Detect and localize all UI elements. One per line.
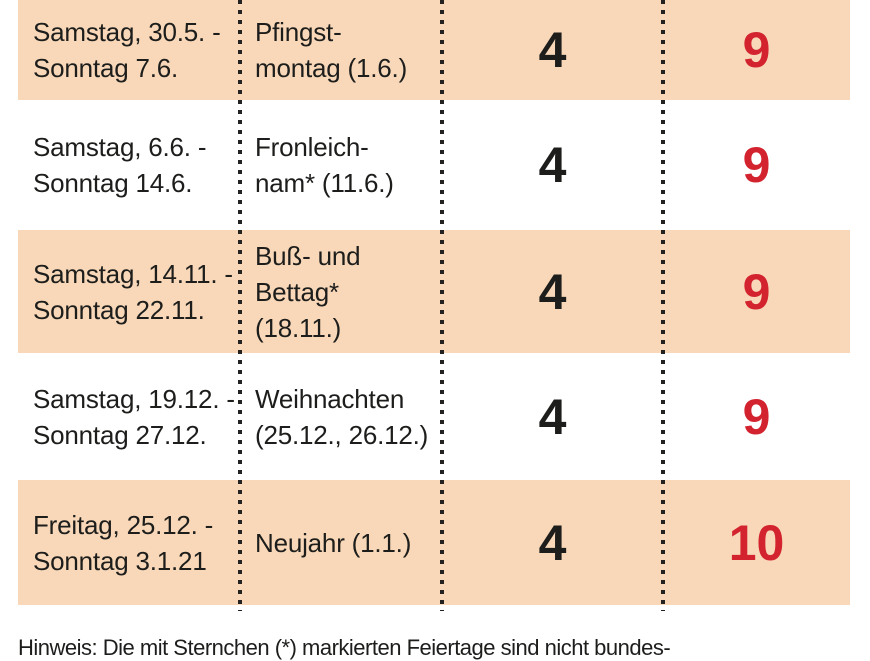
days-off-cell: 9: [742, 388, 771, 445]
footnote-text: Hinweis: Die mit Sternchen (*) markierte…: [18, 635, 671, 660]
period-cell: Samstag, 19.12. - Sonntag 27.12.: [33, 383, 235, 450]
vacation-days-cell: 4: [538, 514, 567, 571]
holiday-cell: Buß- und Bettag* (18.11.): [255, 240, 361, 343]
table-row: Samstag, 30.5. - Sonntag 7.6. Pfingst- m…: [18, 0, 850, 100]
period-cell: Freitag, 25.12. - Sonntag 3.1.21: [33, 509, 214, 576]
vacation-days-cell: 4: [538, 137, 567, 193]
vacation-days-cell: 4: [538, 263, 567, 320]
period-cell: Samstag, 14.11. - Sonntag 22.11.: [33, 258, 233, 325]
days-off-cell: 9: [742, 22, 771, 78]
vacation-days-cell: 4: [538, 22, 567, 78]
period-cell: Samstag, 30.5. - Sonntag 7.6.: [33, 17, 221, 83]
vacation-days-cell: 4: [538, 388, 567, 445]
days-off-cell: 9: [742, 137, 771, 193]
table-row: Freitag, 25.12. - Sonntag 3.1.21 Neujahr…: [18, 480, 850, 605]
column-divider-dotted: [238, 0, 242, 611]
table-row: Samstag, 14.11. - Sonntag 22.11. Buß- un…: [18, 230, 850, 353]
holiday-cell: Weihnachten (25.12., 26.12.): [255, 383, 429, 450]
holiday-cell: Pfingst- montag (1.6.): [255, 17, 408, 83]
holiday-cell: Neujahr (1.1.): [255, 527, 412, 558]
holiday-table: Samstag, 30.5. - Sonntag 7.6. Pfingst- m…: [18, 0, 850, 611]
days-off-cell: 10: [728, 514, 785, 571]
column-divider-dotted: [440, 0, 444, 611]
period-cell: Samstag, 6.6. - Sonntag 14.6.: [33, 132, 207, 198]
days-off-cell: 9: [742, 263, 771, 320]
table-row: Samstag, 19.12. - Sonntag 27.12. Weihnac…: [18, 353, 850, 480]
table-row: Samstag, 6.6. - Sonntag 14.6. Fronleich-…: [18, 100, 850, 230]
holiday-cell: Fronleich- nam* (11.6.): [255, 132, 394, 198]
column-divider-dotted: [661, 0, 665, 611]
